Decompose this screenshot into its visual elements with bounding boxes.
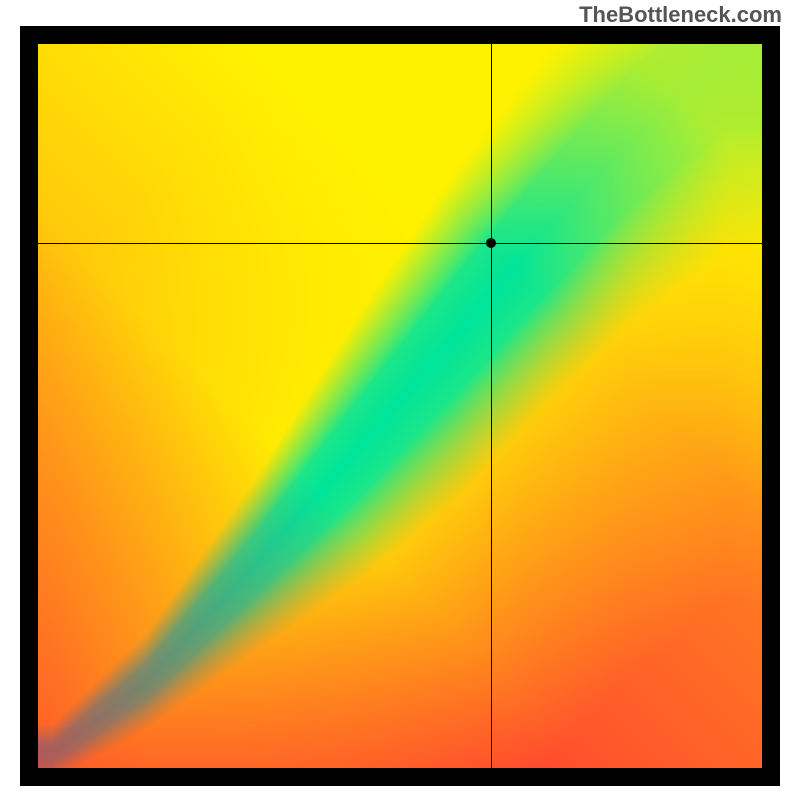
watermark-text: TheBottleneck.com — [579, 2, 782, 28]
crosshair-horizontal — [38, 243, 762, 244]
bottleneck-heatmap — [38, 44, 762, 768]
crosshair-vertical — [491, 44, 492, 768]
chart-frame — [20, 26, 780, 786]
marker-dot — [486, 238, 496, 248]
plot-area — [38, 44, 762, 768]
